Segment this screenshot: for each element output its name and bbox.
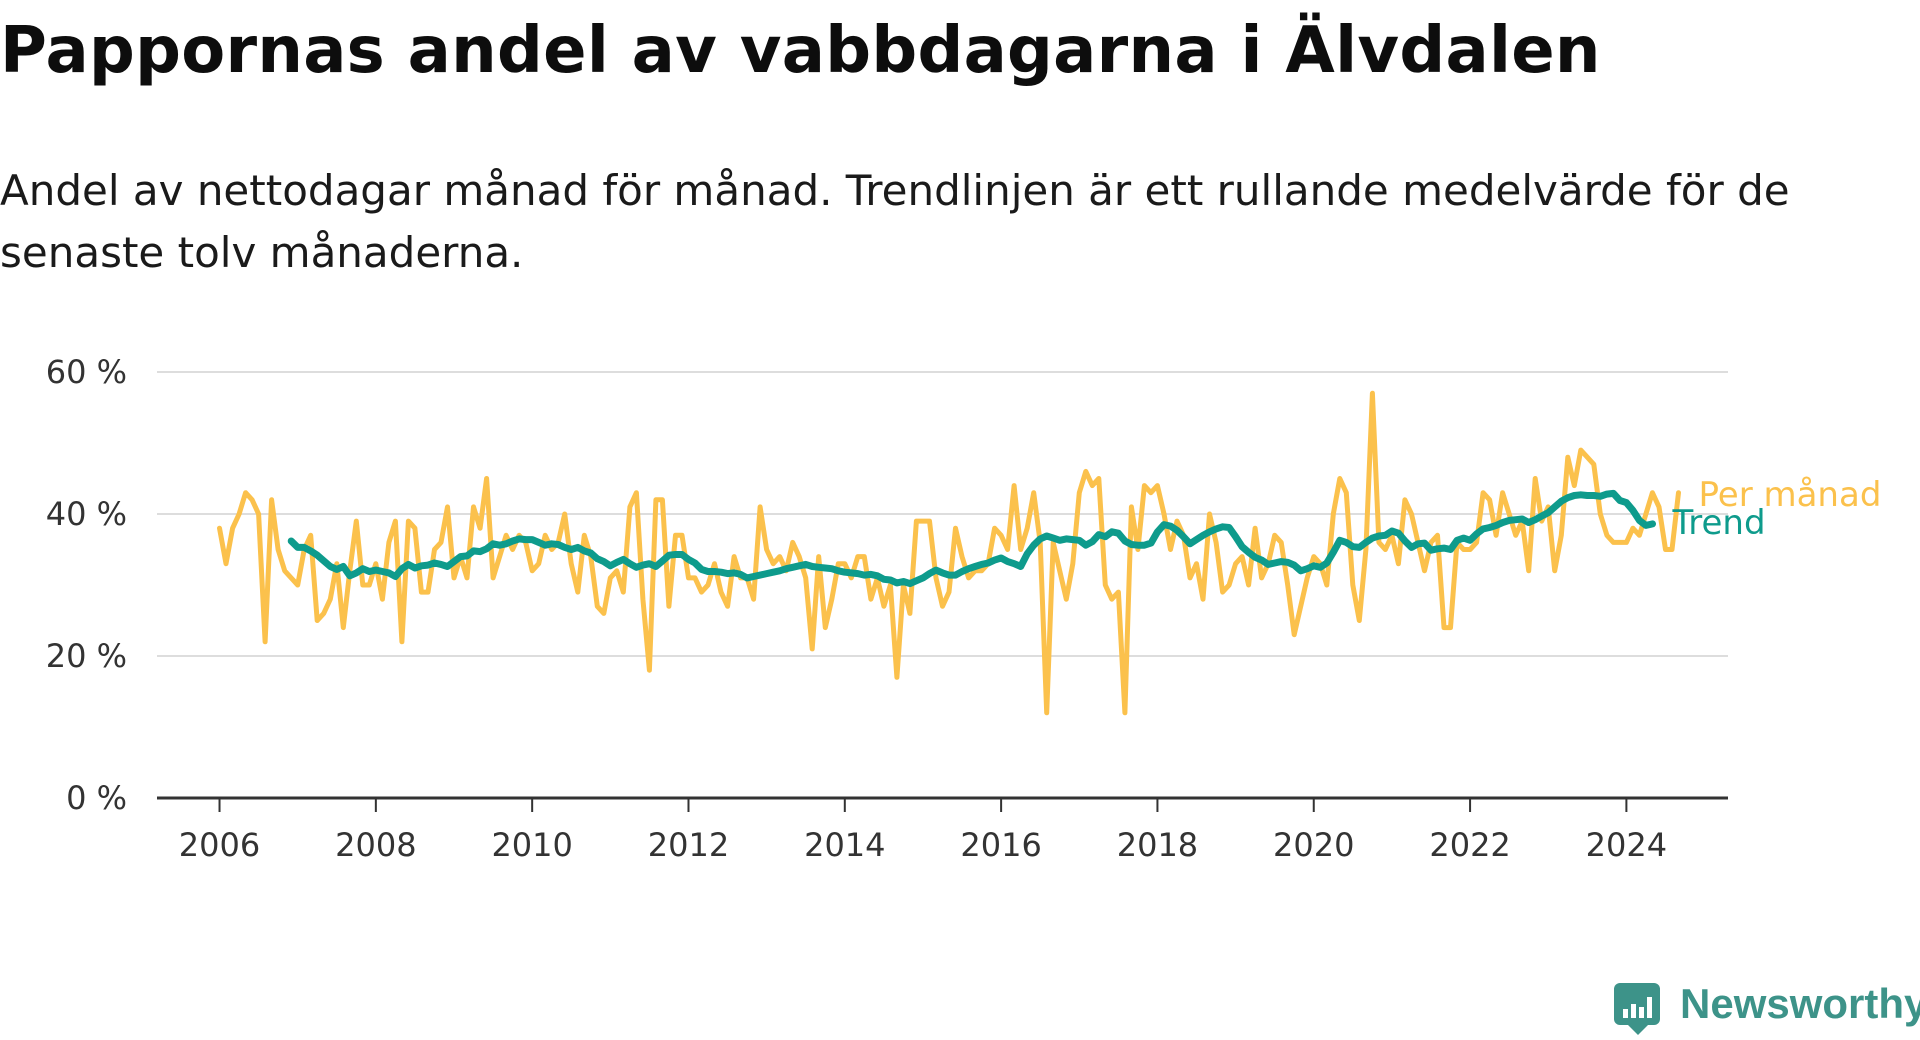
x-tick-label: 2010 bbox=[491, 826, 572, 864]
series-label-trend: Trend bbox=[1671, 503, 1765, 543]
y-tick-label: 20 % bbox=[46, 637, 127, 675]
chart-subtitle: Andel av nettodagar månad för månad. Tre… bbox=[0, 166, 1790, 277]
x-tick-label: 2024 bbox=[1586, 826, 1667, 864]
series-line-per-manad bbox=[217, 390, 1681, 716]
y-tick-label: 0 % bbox=[66, 779, 127, 817]
x-tick-label: 2006 bbox=[179, 826, 260, 864]
chart-title: Pappornas andel av vabbdagarna i Älvdale… bbox=[0, 14, 1601, 88]
gridlines bbox=[157, 371, 1728, 657]
series-lines bbox=[217, 390, 1681, 716]
y-axis-ticks: 0 % 20 % 40 % 60 % bbox=[46, 353, 127, 817]
x-tick-label: 2014 bbox=[804, 826, 885, 864]
y-tick-label: 60 % bbox=[46, 353, 127, 391]
x-tick-label: 2018 bbox=[1117, 826, 1198, 864]
x-tick-label: 2022 bbox=[1429, 826, 1510, 864]
y-tick-label: 40 % bbox=[46, 495, 127, 533]
x-axis-ticks: 2006 2008 2010 2012 2014 2016 2018 2020 2022 2024 bbox=[179, 798, 1667, 864]
newsworthy-logo-text: Newsworthy bbox=[1680, 980, 1920, 1027]
x-tick-label: 2020 bbox=[1273, 826, 1354, 864]
newsworthy-logo-icon bbox=[1614, 983, 1660, 1035]
series-label-per-manad: Per månad bbox=[1698, 475, 1881, 515]
series-line-trend bbox=[287, 489, 1656, 588]
x-tick-label: 2016 bbox=[960, 826, 1041, 864]
x-tick-label: 2012 bbox=[648, 826, 729, 864]
x-tick-label: 2008 bbox=[335, 826, 416, 864]
